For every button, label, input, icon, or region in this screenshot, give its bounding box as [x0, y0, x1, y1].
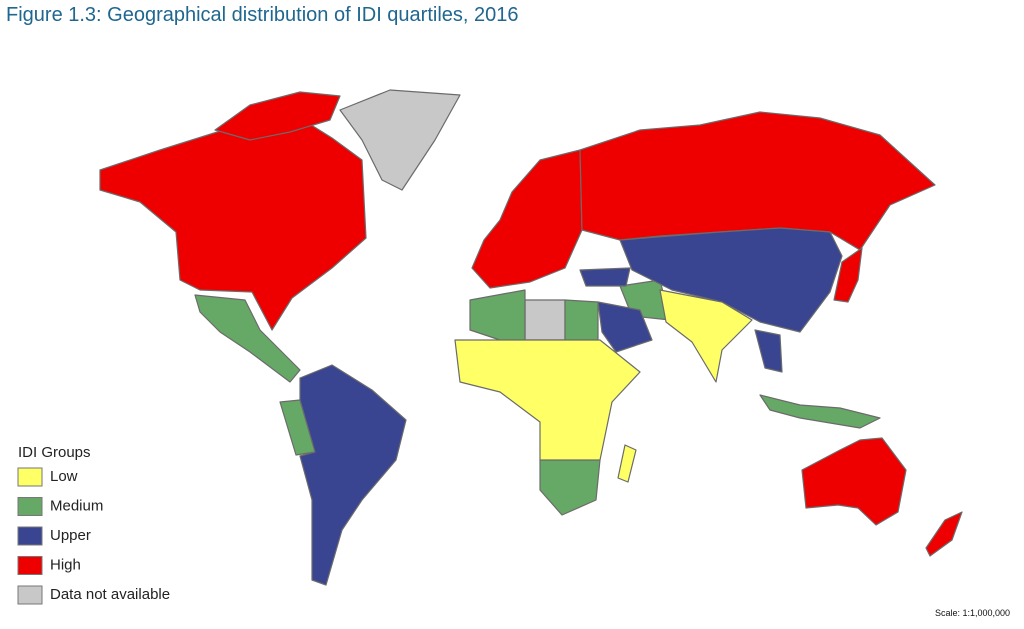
- japan: [833, 247, 863, 303]
- legend-label: Upper: [50, 527, 91, 544]
- central-america: [194, 294, 301, 383]
- south-america: [299, 364, 407, 586]
- legend-swatch: [17, 526, 43, 546]
- southern-africa: [539, 459, 601, 516]
- world-map: [99, 89, 963, 586]
- madagascar: [617, 444, 637, 483]
- egypt: [564, 299, 599, 341]
- arabia: [597, 301, 653, 353]
- arctic-islands: [214, 91, 341, 141]
- central-asia-china: [619, 227, 843, 333]
- india: [659, 289, 753, 383]
- legend-swatch: [17, 585, 43, 605]
- legend-label: High: [50, 556, 81, 573]
- north-africa: [469, 289, 526, 341]
- australia: [801, 437, 907, 526]
- libya: [524, 299, 566, 341]
- greenland: [339, 89, 461, 191]
- indonesia: [759, 394, 881, 429]
- legend-label: Medium: [50, 497, 103, 514]
- legend-title: IDI Groups: [18, 444, 91, 461]
- legend-label: Data not available: [50, 586, 170, 603]
- turkey: [579, 267, 631, 287]
- southeast-asia: [754, 329, 783, 373]
- sub-saharan-africa: [454, 339, 641, 461]
- figure-title: Figure 1.3: Geographical distribution of…: [6, 4, 519, 26]
- europe: [471, 149, 583, 289]
- scale-note: Scale: 1:1,000,000: [935, 608, 1010, 618]
- legend-label: Low: [50, 468, 78, 485]
- legend: IDI Groups Low Medium Upper High Data not av…: [17, 444, 170, 605]
- legend-swatch: [17, 556, 43, 575]
- legend-swatch: [17, 497, 43, 516]
- legend-swatch: [17, 467, 43, 487]
- new-zealand: [925, 511, 963, 557]
